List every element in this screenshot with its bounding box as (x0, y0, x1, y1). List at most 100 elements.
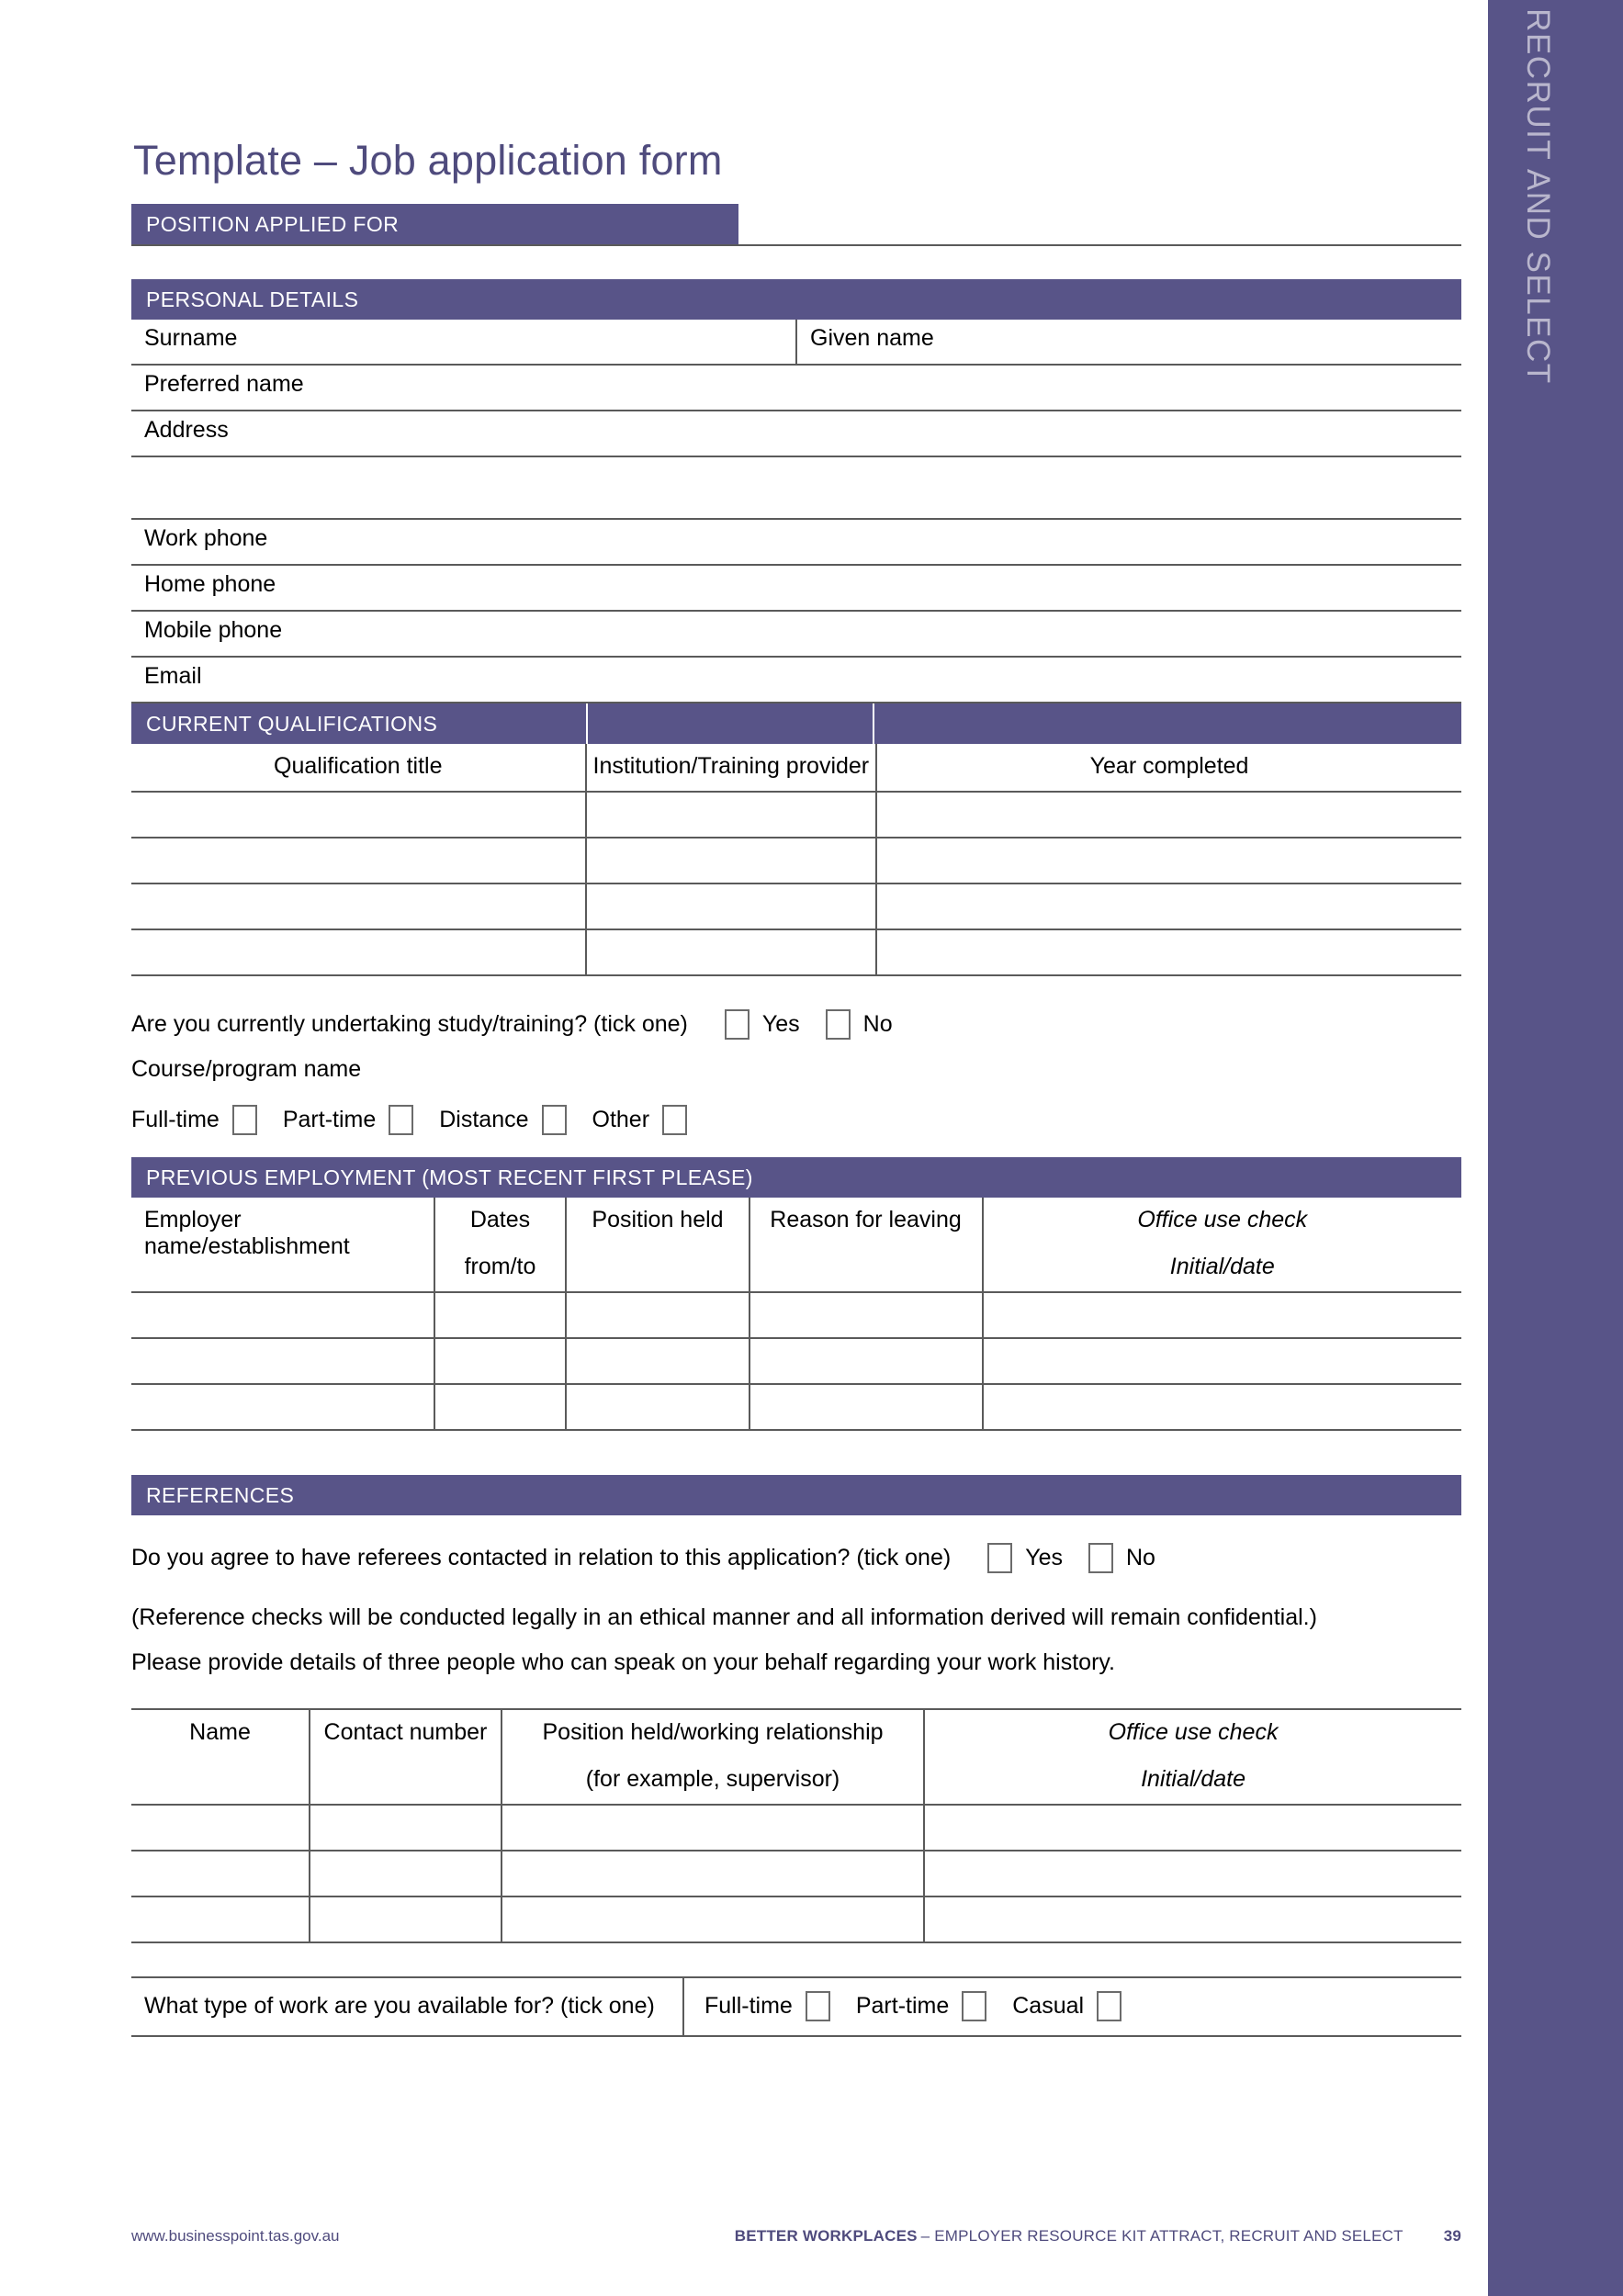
employment-cell[interactable] (433, 1291, 567, 1339)
footer-meta: BETTER WORKPLACES – EMPLOYER RESOURCE KI… (735, 2227, 1461, 2245)
mode-other-checkbox[interactable] (662, 1104, 688, 1135)
reference-cell[interactable] (309, 1804, 502, 1851)
reference-cell[interactable] (500, 1896, 925, 1943)
study-no-label: No (862, 1010, 893, 1037)
employment-col-office-use-main: Office use check (1137, 1206, 1308, 1232)
field-row-mobile-phone: Mobile phone (131, 610, 1461, 658)
reference-cell[interactable] (923, 1896, 1461, 1943)
qualification-cell[interactable] (875, 791, 1461, 838)
mobile-phone-label[interactable]: Mobile phone (131, 610, 1461, 658)
address-line-2[interactable] (131, 456, 1461, 520)
availability-full-time-checkbox[interactable] (805, 1991, 830, 2021)
qualifications-bar-seg-3 (872, 703, 1461, 744)
table-row[interactable] (131, 883, 1461, 930)
course-name-label[interactable]: Course/program name (131, 1055, 362, 1082)
spacer (131, 976, 1461, 998)
table-row[interactable] (131, 1337, 1461, 1385)
employment-cell[interactable] (981, 1337, 1461, 1385)
table-row[interactable] (131, 929, 1461, 976)
employment-cell[interactable] (565, 1291, 750, 1339)
employment-cell[interactable] (433, 1337, 567, 1385)
reference-cell[interactable] (131, 1896, 310, 1943)
employment-cell[interactable] (131, 1337, 434, 1385)
employment-cell[interactable] (981, 1291, 1461, 1339)
email-label[interactable]: Email (131, 656, 1461, 703)
previous-employment-bar: PREVIOUS EMPLOYMENT (MOST RECENT FIRST P… (131, 1156, 1461, 1198)
availability-casual-checkbox[interactable] (1097, 1991, 1122, 2021)
document-page: Template – Job application form POSITION… (131, 137, 1461, 2245)
mode-part-time-checkbox[interactable] (389, 1104, 414, 1135)
qualification-cell[interactable] (875, 837, 1461, 884)
table-row[interactable] (131, 1383, 1461, 1431)
study-yes-checkbox[interactable] (724, 1008, 750, 1040)
qualification-cell[interactable] (584, 791, 877, 838)
qualification-cell[interactable] (131, 837, 586, 884)
availability-label-casual: Casual (1012, 1993, 1085, 2019)
table-row[interactable] (131, 791, 1461, 838)
position-applied-row: POSITION APPLIED FOR (131, 203, 1461, 246)
references-col-office-use-sub: Initial/date (1141, 1765, 1246, 1792)
qualification-cell[interactable] (875, 883, 1461, 930)
referee-yes-checkbox[interactable] (987, 1542, 1013, 1573)
footer-brand: BETTER WORKPLACES (734, 2227, 918, 2245)
employment-cell[interactable] (565, 1383, 750, 1431)
position-applied-input[interactable] (738, 204, 1461, 244)
references-col-position: Position held/working relationship (for … (500, 1708, 925, 1806)
employment-cell[interactable] (748, 1383, 983, 1431)
referee-no-checkbox[interactable] (1088, 1542, 1113, 1573)
employment-cell[interactable] (433, 1383, 567, 1431)
qualification-cell[interactable] (875, 929, 1461, 976)
home-phone-label[interactable]: Home phone (131, 564, 1461, 612)
footer-website[interactable]: www.businesspoint.tas.gov.au (131, 2227, 340, 2245)
reference-cell[interactable] (923, 1804, 1461, 1851)
employment-header-row: Employer name/establishment Dates from/t… (131, 1197, 1461, 1293)
previous-employment-table: Employer name/establishment Dates from/t… (131, 1197, 1461, 1431)
employment-col-dates-main: Dates (469, 1206, 531, 1232)
employment-cell[interactable] (981, 1383, 1461, 1431)
reference-cell[interactable] (309, 1896, 502, 1943)
study-question-label: Are you currently undertaking study/trai… (131, 1010, 688, 1037)
qualification-cell[interactable] (131, 883, 586, 930)
qualifications-header-row: Qualification title Institution/Training… (131, 743, 1461, 793)
table-row[interactable] (131, 1896, 1461, 1943)
mode-full-time-checkbox[interactable] (231, 1104, 257, 1135)
employment-cell[interactable] (748, 1337, 983, 1385)
availability-question: What type of work are you available for?… (144, 1993, 655, 2019)
qualification-cell[interactable] (131, 791, 586, 838)
qualifications-bar-seg-2 (586, 703, 873, 744)
study-no-checkbox[interactable] (825, 1008, 851, 1040)
reference-cell[interactable] (923, 1850, 1461, 1897)
page-title: Template – Job application form (133, 137, 723, 184)
spacer (131, 1943, 1461, 1976)
table-row[interactable] (131, 837, 1461, 884)
surname-label[interactable]: Surname (131, 319, 796, 366)
table-row[interactable] (131, 1850, 1461, 1897)
reference-cell[interactable] (309, 1850, 502, 1897)
qualification-cell[interactable] (584, 929, 877, 976)
reference-cell[interactable] (131, 1850, 310, 1897)
mode-distance-checkbox[interactable] (541, 1104, 567, 1135)
referee-consent-label: Do you agree to have referees contacted … (131, 1544, 952, 1570)
table-row[interactable] (131, 1804, 1461, 1851)
table-row[interactable] (131, 1291, 1461, 1339)
given-name-label[interactable]: Given name (795, 319, 1461, 366)
qualification-cell[interactable] (584, 837, 877, 884)
qualification-cell[interactable] (131, 929, 586, 976)
qualification-cell[interactable] (584, 883, 877, 930)
mode-label-full-time: Full-time (131, 1106, 220, 1132)
work-phone-label[interactable]: Work phone (131, 518, 1461, 566)
reference-cell[interactable] (500, 1850, 925, 1897)
mode-label-distance: Distance (439, 1106, 529, 1132)
employment-cell[interactable] (131, 1383, 434, 1431)
availability-part-time-checkbox[interactable] (962, 1991, 987, 2021)
employment-cell[interactable] (748, 1291, 983, 1339)
employment-cell[interactable] (565, 1337, 750, 1385)
reference-cell[interactable] (500, 1804, 925, 1851)
reference-cell[interactable] (131, 1804, 310, 1851)
employment-cell[interactable] (131, 1291, 434, 1339)
reference-note-2: Please provide details of three people w… (131, 1649, 1115, 1675)
preferred-name-label[interactable]: Preferred name (131, 364, 1461, 411)
address-label[interactable]: Address (131, 410, 1461, 457)
employment-col-dates-sub: from/to (464, 1253, 536, 1279)
footer-page-number: 39 (1443, 2227, 1461, 2245)
